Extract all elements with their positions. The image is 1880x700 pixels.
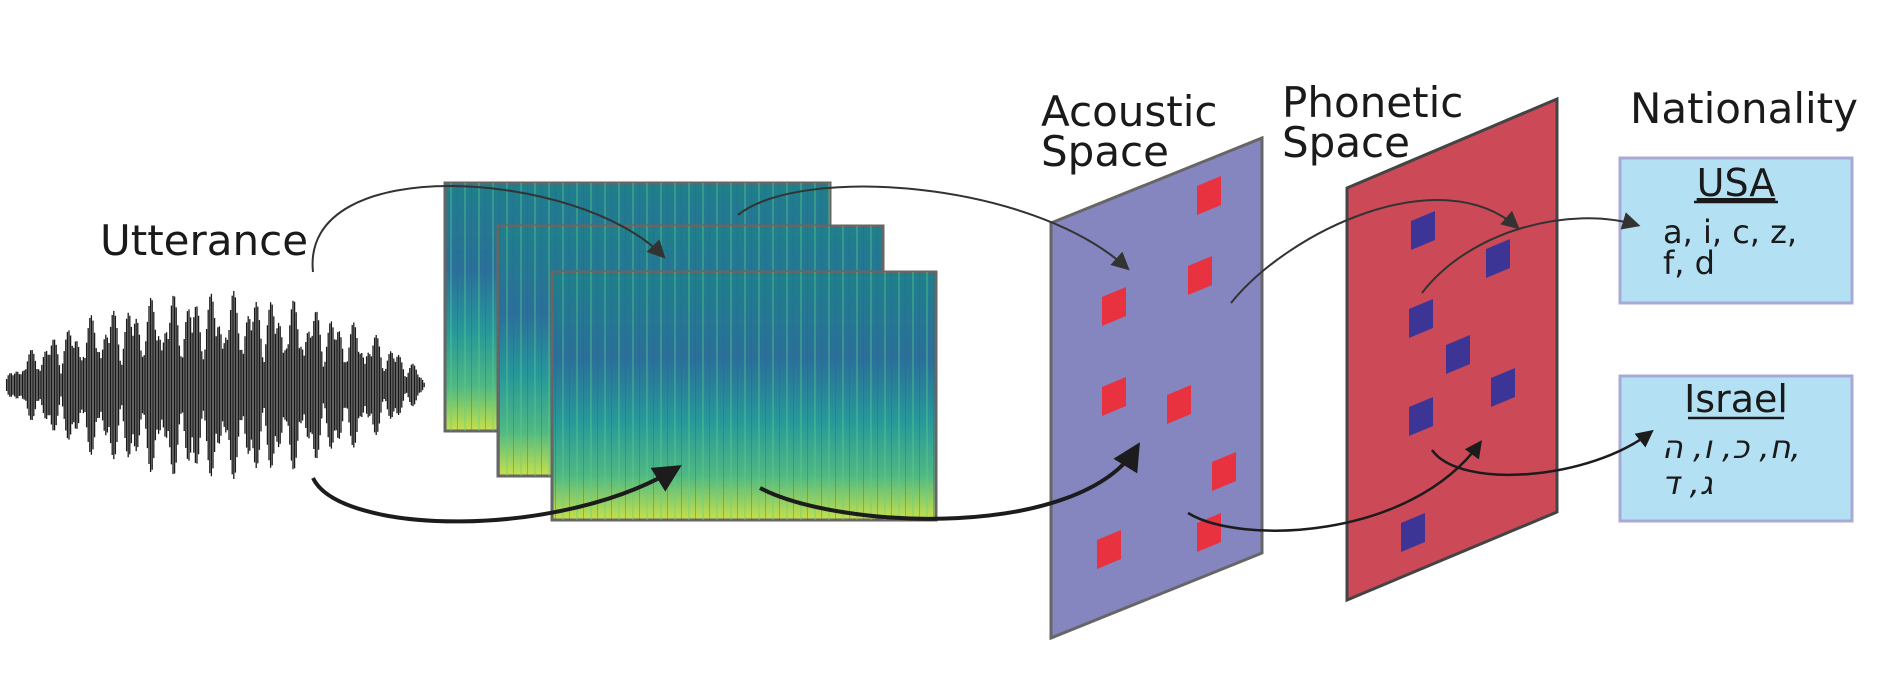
phonetic-markers	[1401, 211, 1515, 552]
acoustic-marker	[1097, 530, 1121, 569]
israel-title: Israel	[1684, 377, 1788, 421]
acoustic-marker	[1102, 377, 1126, 416]
acoustic-marker	[1212, 452, 1236, 491]
phonetic-space-label-line2: Space	[1282, 118, 1410, 167]
arrow-phonetic-to-usa	[1421, 212, 1641, 294]
phonetic-marker	[1411, 211, 1435, 250]
arrow-spectrogram-front-to-acoustic	[759, 442, 1140, 521]
arrow-phonetic-to-israel	[1430, 429, 1654, 477]
phonetic-marker	[1446, 335, 1470, 374]
acoustic-space-label-line2: Space	[1041, 127, 1169, 176]
phonetic-marker	[1409, 299, 1433, 338]
spectrogram-front	[550, 270, 938, 522]
arrow-utterance-to-spectrogram-front	[311, 465, 682, 524]
usa-phonemes-line1: a, i, c, z,	[1663, 213, 1797, 251]
arrow-utterance-to-spectrogram-back	[311, 185, 666, 273]
output-box-usa: USA a, i, c, z, f, d	[1618, 156, 1854, 305]
output-box-israel: Israel ח, כ, ו, ה, ג, ד	[1618, 374, 1854, 523]
phonetic-marker	[1491, 368, 1515, 407]
acoustic-space-plane	[1049, 135, 1264, 641]
acoustic-marker	[1102, 287, 1126, 326]
nationality-label: Nationality	[1630, 84, 1858, 133]
flow-arrows	[311, 185, 1654, 532]
acoustic-marker	[1197, 176, 1221, 215]
waveform-trace	[5, 291, 425, 479]
israel-phonemes-line2: ג, ד	[1662, 464, 1713, 502]
acoustic-space-label-line1: Acoustic	[1041, 87, 1218, 136]
acoustic-markers	[1097, 176, 1236, 569]
acoustic-marker	[1167, 385, 1191, 424]
spectrogram-stack	[443, 181, 938, 522]
arrow-spectrogram-back-to-acoustic	[737, 185, 1130, 271]
usa-phonemes-line2: f, d	[1663, 244, 1715, 282]
israel-phonemes-line1: ח, כ, ו, ה,	[1662, 428, 1801, 466]
phonetic-space-label-line1: Phonetic	[1282, 78, 1463, 127]
acoustic-marker	[1188, 256, 1212, 295]
usa-title: USA	[1697, 161, 1776, 205]
waveform	[5, 291, 425, 479]
utterance-label: Utterance	[100, 216, 308, 265]
arrow-acoustic-to-phonetic-top	[1230, 199, 1520, 304]
phonetic-marker	[1486, 239, 1510, 278]
phonetic-marker	[1409, 397, 1433, 436]
phonetic-marker	[1401, 513, 1425, 552]
arrow-acoustic-to-phonetic-bottom	[1187, 440, 1483, 532]
